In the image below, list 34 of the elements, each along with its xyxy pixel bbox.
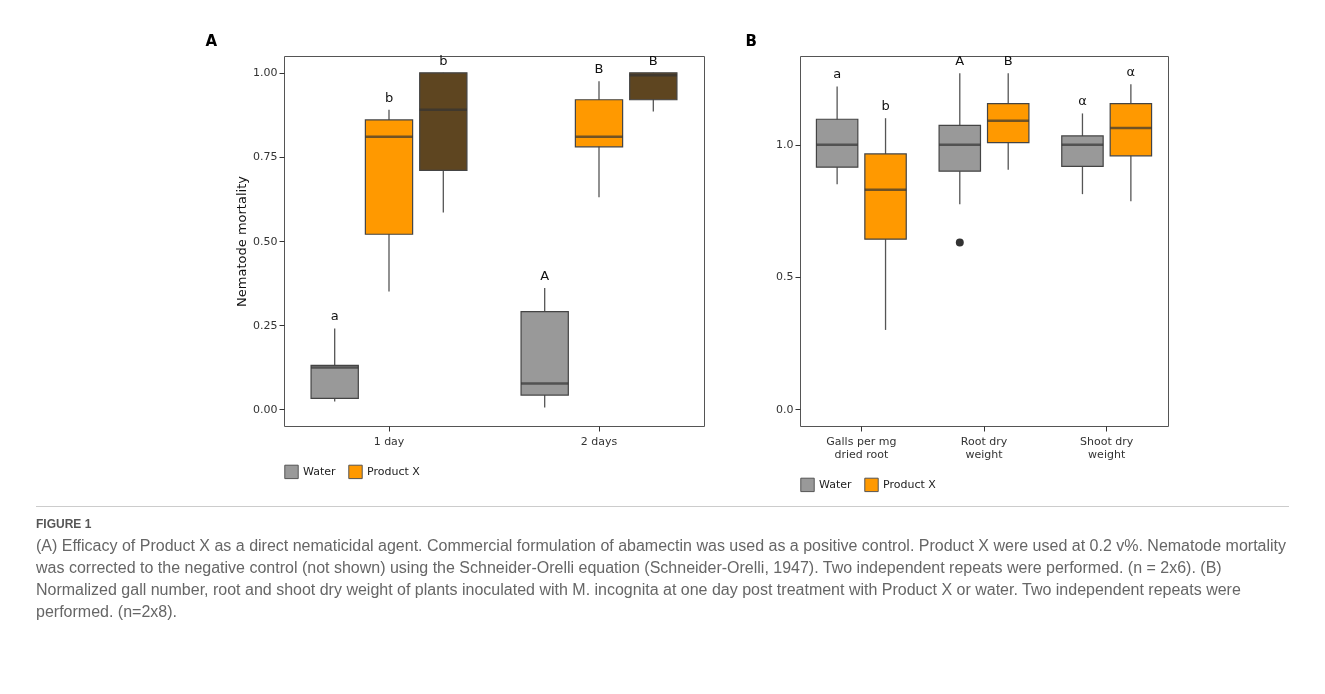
annotation: B [648, 52, 658, 68]
x-tick-label: 2 days [580, 434, 618, 448]
y-tick-label: 1.0 [776, 138, 794, 152]
x-tick-label: Shoot dry weight [1080, 434, 1134, 461]
annotation: b [439, 52, 448, 68]
annotation: α [1126, 64, 1136, 80]
annotation: B [1003, 53, 1013, 69]
annotation: a [833, 66, 842, 82]
annotation: a [330, 308, 339, 324]
x-tick-label: 1 day [373, 434, 405, 448]
y-tick-label: 0.5 [776, 270, 794, 284]
y-tick-label: 0.00 [253, 402, 278, 416]
caption: FIGURE 1 [36, 516, 93, 533]
text: (A) Efficacy of Product X as a direct nematicidal agent. Commercial formulation of abamectin was used as a positive control. Product X were used at 0.2 v%. Nematode mortality was corrected to the negative control (not shown) using the Schneider-Orelli equation (Schneider-Orelli, 1947). Two independent repeats were performed. (n = 2x6). (B) Normalized gall number, root and shoot dry weight of plants inoculated with M. incognita at one day post treatment with Product X or water. Two independent repeats were performed. (n=2x8). [36, 536, 1288, 622]
annotation: B [594, 61, 604, 77]
annotation: A [540, 268, 550, 284]
annotation: α [1078, 93, 1087, 109]
legend-label: Product X [883, 477, 937, 491]
x-tick-label: Root dry weight [960, 434, 1008, 461]
y-axis-title: Nematode mortality [234, 175, 250, 307]
legend-label: Water [819, 477, 852, 491]
annotation: b [881, 98, 890, 114]
legend-label: Water [303, 464, 336, 478]
y-tick-label: 0.0 [776, 402, 794, 416]
annotation: b [384, 89, 394, 105]
annotation: A [955, 53, 965, 69]
y-tick-label: 0.25 [253, 318, 278, 332]
y-tick-label: 0.75 [253, 150, 278, 164]
x-tick-label: Galls per mg dried root [826, 434, 897, 461]
chart-title: A [205, 31, 218, 50]
legend-label: Product X [367, 464, 421, 478]
y-tick-label: 1.00 [253, 66, 278, 80]
y-tick-label: 0.50 [253, 234, 278, 248]
chart-title: B [745, 32, 757, 51]
